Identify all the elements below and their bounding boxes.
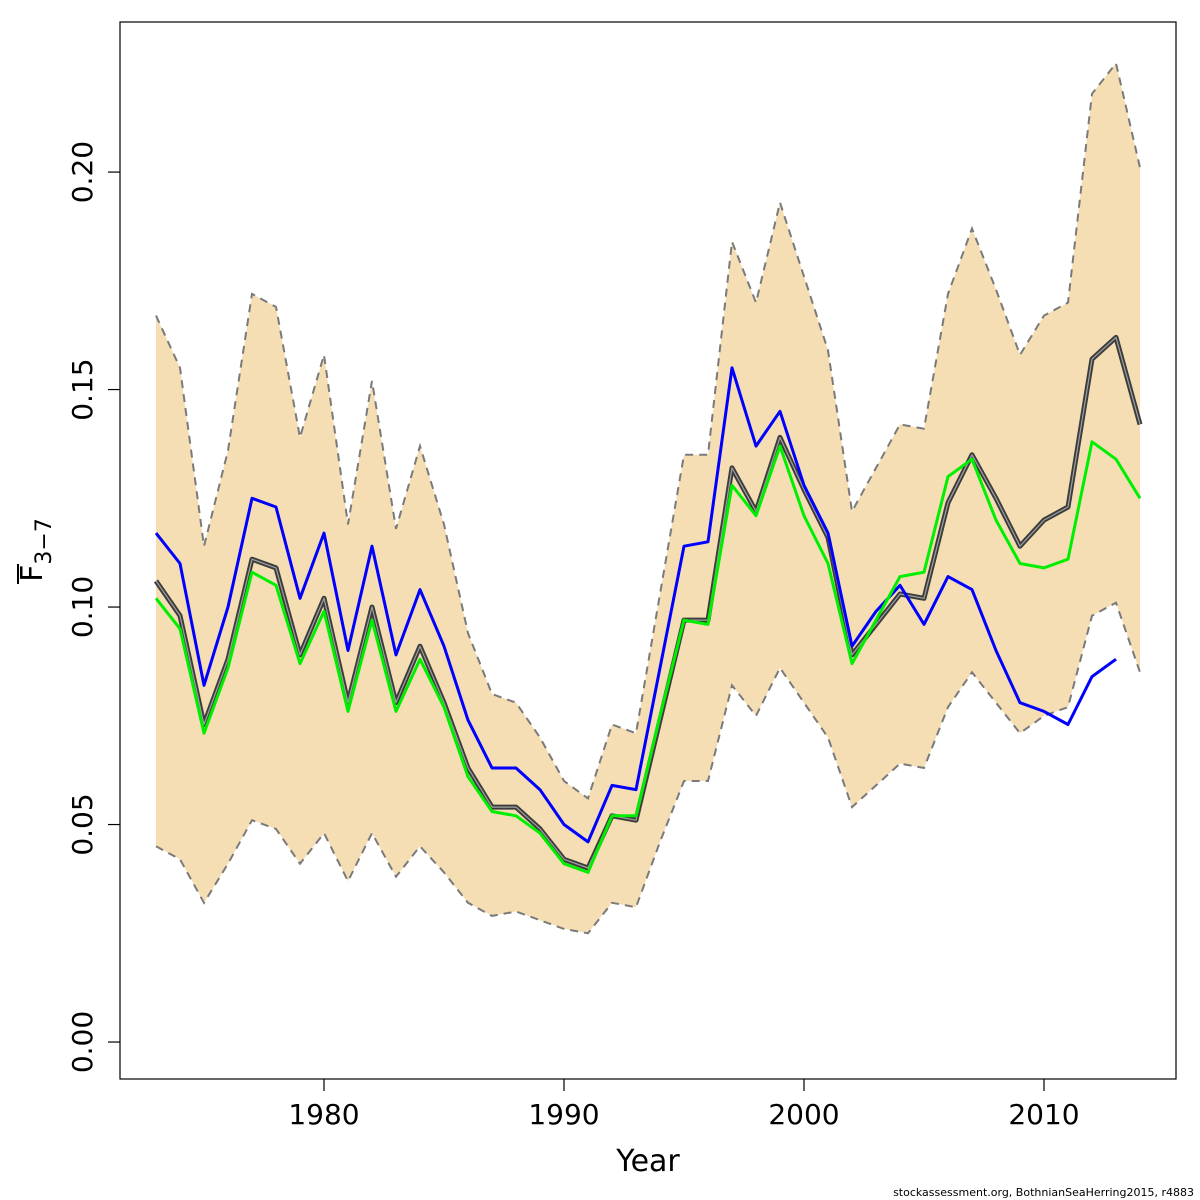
y-tick-label: 0.10: [66, 576, 99, 638]
plot-area: [153, 61, 1143, 935]
y-tick-label: 0.15: [66, 358, 99, 420]
y-axis-title: F3−7: [15, 518, 57, 584]
x-tick-label: 1980: [288, 1098, 359, 1131]
band-lower-edge: [155, 601, 1141, 935]
x-axis-title: Year: [615, 1144, 680, 1179]
band-upper-edge: [155, 61, 1141, 801]
y-axis-title-main: F: [15, 565, 50, 582]
y-tick-label: 0.00: [66, 1011, 99, 1073]
y-tick-label: 0.05: [66, 793, 99, 855]
x-tick-label: 1990: [528, 1098, 599, 1131]
caption: stockassessment.org, BothnianSeaHerring2…: [893, 1186, 1194, 1199]
blue-series-line: [154, 366, 1117, 844]
y-axis-title-sub: 3−7: [32, 518, 57, 564]
x-tick-label: 2010: [1008, 1098, 1079, 1131]
confidence-band: [156, 63, 1140, 934]
x-axis: 1980 1990 2000 2010: [288, 1079, 1080, 1131]
svg-text:F3−7: F3−7: [15, 518, 57, 582]
x-tick-label: 2000: [768, 1098, 839, 1131]
y-tick-label: 0.20: [66, 141, 99, 203]
plot-frame: [119, 21, 1177, 1080]
green-series-line: [154, 440, 1142, 874]
y-axis: 0.00 0.05 0.10 0.15 0.20: [66, 141, 120, 1073]
